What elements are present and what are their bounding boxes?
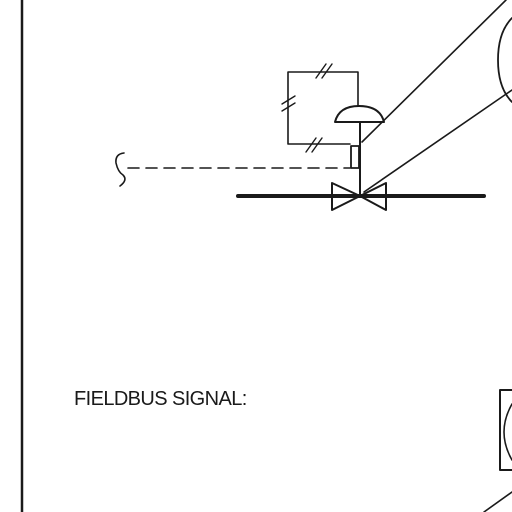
pneumatic-hatch-left [281,95,296,112]
pneumatic-hatch-top [315,63,333,79]
valve-positioner [350,145,360,169]
diaphragm-actuator [334,105,385,123]
leader-line-lower [363,89,512,193]
pneumatic-loop [287,71,359,145]
fieldbus-legend-symbol [483,389,512,512]
control-valve[interactable] [331,182,387,211]
signal-end-symbol [115,152,126,187]
fieldbus-signal-label: FIELDBUS SIGNAL: [74,388,247,410]
pneumatic-hatch-bottom [305,137,323,153]
instrument-bubble[interactable] [497,17,512,103]
valve-body-left [331,182,361,211]
leader-line-upper [361,0,507,143]
valve-body-right [359,182,387,211]
